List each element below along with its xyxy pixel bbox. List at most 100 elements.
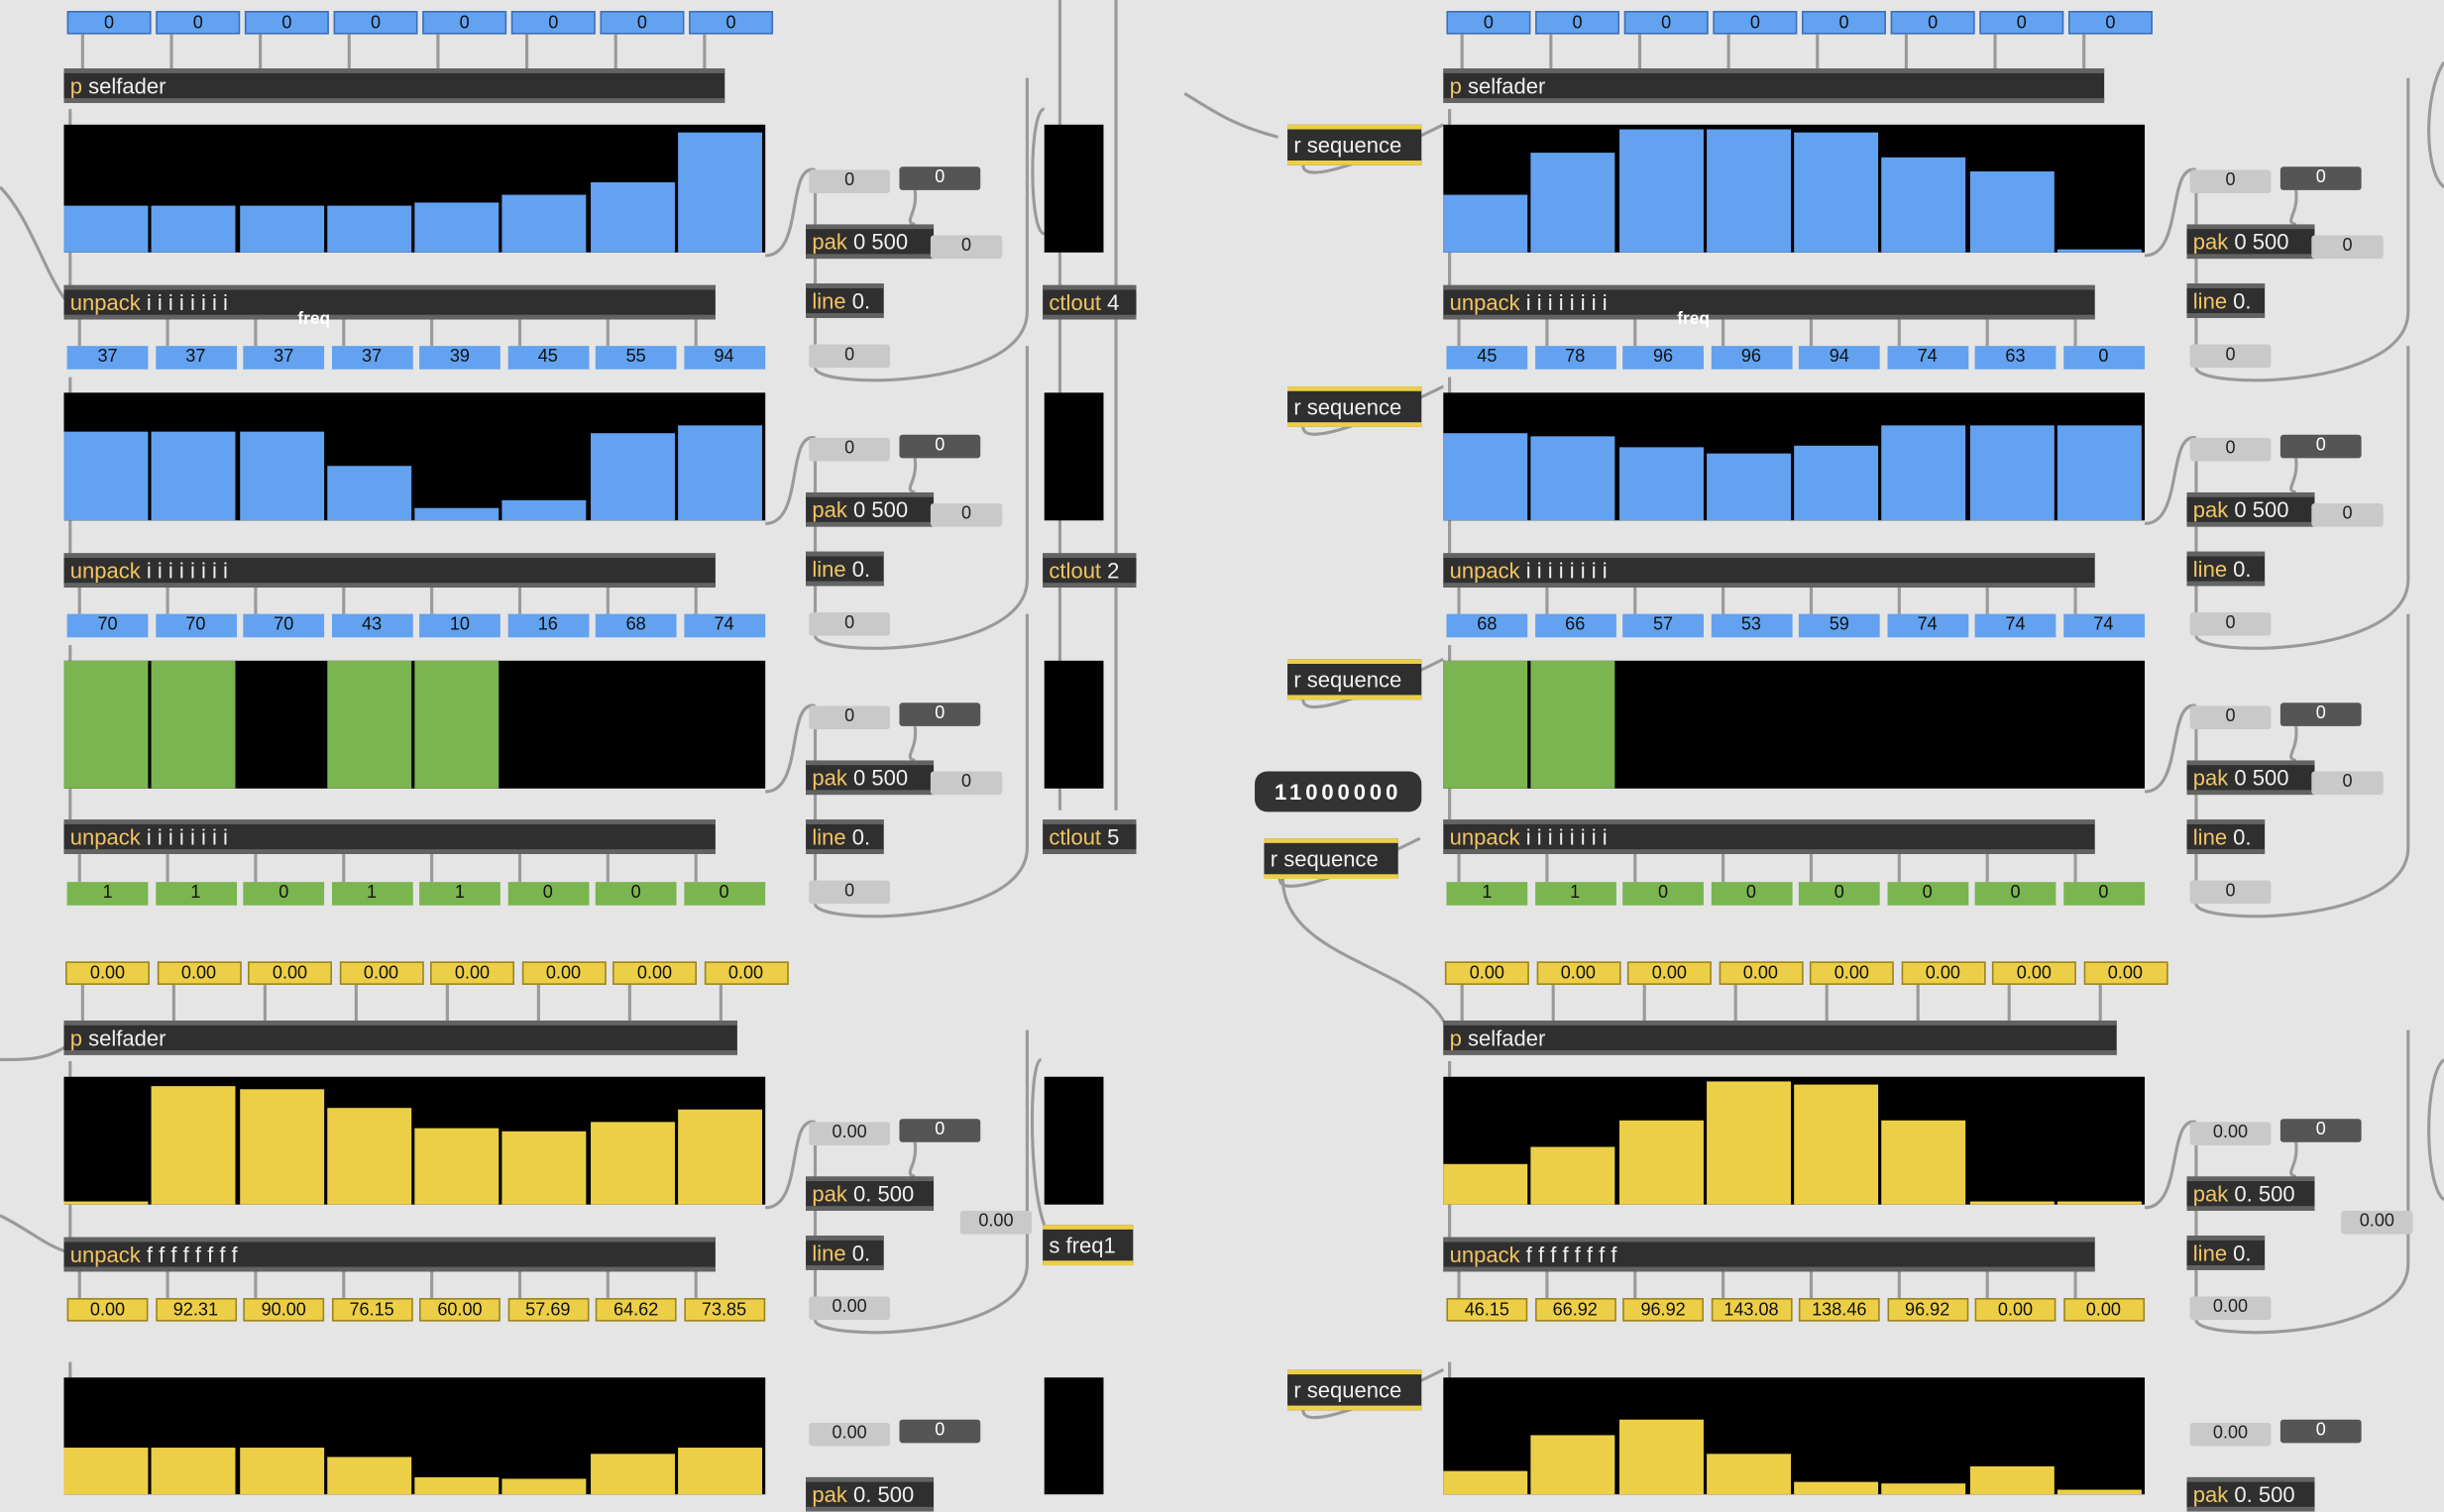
slider-bar[interactable] (1969, 1465, 2055, 1495)
output-number-box[interactable]: 0 (1711, 882, 1792, 906)
output-number-box[interactable]: 92.31 (155, 1298, 237, 1322)
patch-cord[interactable] (0, 1214, 71, 1254)
pak-object[interactable]: pak 0. 500 (2186, 1476, 2315, 1512)
float-number-box[interactable]: 0.00 (704, 961, 788, 985)
output-number-box[interactable]: 1 (1534, 882, 1616, 906)
output-number-box[interactable]: 59 (1798, 613, 1880, 638)
output-number-box[interactable]: 96.92 (1622, 1298, 1704, 1322)
multislider[interactable] (63, 1377, 766, 1495)
top-number-box[interactable]: 0 (1979, 11, 2064, 35)
slider-bar[interactable] (1881, 1121, 1966, 1205)
slider-bar[interactable] (1530, 660, 1615, 789)
output-number-box[interactable]: 74 (1886, 613, 1968, 638)
unpack-object[interactable]: unpack i i i i i i i i (1443, 819, 2095, 854)
slider-bar[interactable] (63, 660, 149, 789)
patch-cord[interactable] (1183, 92, 1279, 139)
output-number-box[interactable]: 10 (419, 613, 500, 638)
patch-cord[interactable] (908, 1141, 918, 1178)
slider-bar[interactable] (63, 1447, 149, 1495)
output-number-box[interactable]: 60.00 (419, 1298, 500, 1322)
line-output-number[interactable]: 0 (930, 771, 1003, 796)
ctlout-2-object[interactable]: ctlout 2 (1043, 553, 1137, 588)
output-number-box[interactable]: 68 (595, 613, 677, 638)
pak-input-number[interactable]: 0 (809, 705, 891, 730)
output-number-box[interactable]: 37 (155, 346, 237, 370)
slider-bar[interactable] (1443, 1471, 1528, 1495)
output-number-box[interactable]: 143.08 (1711, 1298, 1792, 1322)
output-number-box[interactable]: 66.92 (1534, 1298, 1616, 1322)
output-number-box[interactable]: 74 (683, 613, 765, 638)
output-number-box[interactable]: 74 (2062, 613, 2145, 638)
duration-number[interactable]: 0 (899, 166, 981, 190)
multislider[interactable] (1443, 660, 2146, 789)
output-number-box[interactable]: 0 (1974, 882, 2056, 906)
slider-bar[interactable] (1530, 1435, 1615, 1495)
output-number-box[interactable]: 70 (243, 613, 325, 638)
output-number-box[interactable]: 76.15 (331, 1298, 412, 1322)
output-number-box[interactable]: 1 (66, 882, 149, 906)
slider-bar[interactable] (1530, 1146, 1615, 1205)
output-number-box[interactable]: 45 (1446, 346, 1528, 370)
output-number-box[interactable]: 78 (1534, 346, 1616, 370)
float-number-box[interactable]: 0.00 (2082, 961, 2167, 985)
line-object[interactable]: line 0. (2186, 1236, 2266, 1270)
output-number-box[interactable]: 0 (2062, 346, 2145, 370)
pak-object[interactable]: pak 0 500 (806, 224, 935, 260)
top-number-box[interactable]: 0 (66, 11, 152, 35)
top-number-box[interactable]: 0 (2067, 11, 2153, 35)
line-output-number[interactable]: 0 (2311, 502, 2384, 527)
output-number-box[interactable]: 68 (1446, 613, 1528, 638)
line-object[interactable]: line 0. (2186, 819, 2266, 854)
unpack-object[interactable]: unpack f f f f f f f f (63, 1237, 716, 1272)
toggle-box[interactable] (1044, 392, 1104, 521)
output-number-box[interactable]: 0 (595, 882, 677, 906)
ramp-output-number[interactable]: 0 (809, 612, 891, 636)
slider-bar[interactable] (326, 660, 411, 789)
slider-bar[interactable] (501, 1131, 587, 1205)
top-number-box[interactable]: 0 (1623, 11, 1709, 35)
ctlout-4-object[interactable]: ctlout 4 (1043, 284, 1137, 320)
top-number-box[interactable]: 0 (1535, 11, 1620, 35)
pak-object[interactable]: pak 0 500 (806, 760, 935, 796)
slider-bar[interactable] (1881, 425, 1966, 521)
top-number-box[interactable]: 0 (1446, 11, 1531, 35)
multislider[interactable] (1443, 392, 2146, 521)
output-number-box[interactable]: 70 (66, 613, 149, 638)
top-number-box[interactable]: 0 (689, 11, 774, 35)
patch-cord[interactable] (1280, 878, 1452, 1041)
slider-bar[interactable] (2056, 425, 2142, 521)
output-number-box[interactable]: 37 (66, 346, 149, 370)
output-number-box[interactable]: 64.62 (595, 1298, 677, 1322)
selfader-object[interactable]: p selfader (63, 68, 725, 103)
slider-bar[interactable] (414, 1476, 500, 1495)
patch-cord[interactable] (765, 703, 816, 794)
patch-cord[interactable] (2144, 167, 2197, 258)
slider-bar[interactable] (1794, 1085, 1879, 1205)
float-number-box[interactable]: 0.00 (612, 961, 697, 985)
patch-cord[interactable] (2144, 1120, 2197, 1210)
receive-sequence-object[interactable]: r sequence (1287, 659, 1422, 701)
slider-bar[interactable] (1443, 660, 1528, 789)
multislider[interactable] (1443, 1076, 2146, 1205)
receive-sequence-object[interactable]: r sequence (1287, 1369, 1422, 1411)
float-number-box[interactable]: 0.00 (339, 961, 423, 985)
pak-object[interactable]: pak 0 500 (2186, 760, 2315, 796)
slider-bar[interactable] (2056, 1489, 2142, 1495)
multislider[interactable] (1443, 124, 2146, 253)
top-number-box[interactable]: 0 (510, 11, 596, 35)
slider-bar[interactable] (151, 1447, 236, 1495)
patch-cord[interactable] (2194, 77, 2410, 382)
patch-cord[interactable] (765, 1120, 816, 1210)
top-number-box[interactable]: 0 (1802, 11, 1886, 35)
slider-bar[interactable] (1969, 171, 2055, 253)
float-number-box[interactable]: 0.00 (1718, 961, 1803, 985)
pak-object[interactable]: pak 0 500 (806, 491, 935, 527)
output-number-box[interactable]: 96.92 (1886, 1298, 1968, 1322)
duration-number[interactable]: 0 (899, 702, 981, 726)
top-number-box[interactable]: 0 (600, 11, 685, 35)
slider-bar[interactable] (590, 433, 675, 521)
slider-bar[interactable] (239, 1089, 324, 1205)
patch-cord[interactable] (813, 346, 1029, 650)
multislider[interactable] (1443, 1377, 2146, 1495)
pak-object[interactable]: pak 0 500 (2186, 224, 2315, 260)
